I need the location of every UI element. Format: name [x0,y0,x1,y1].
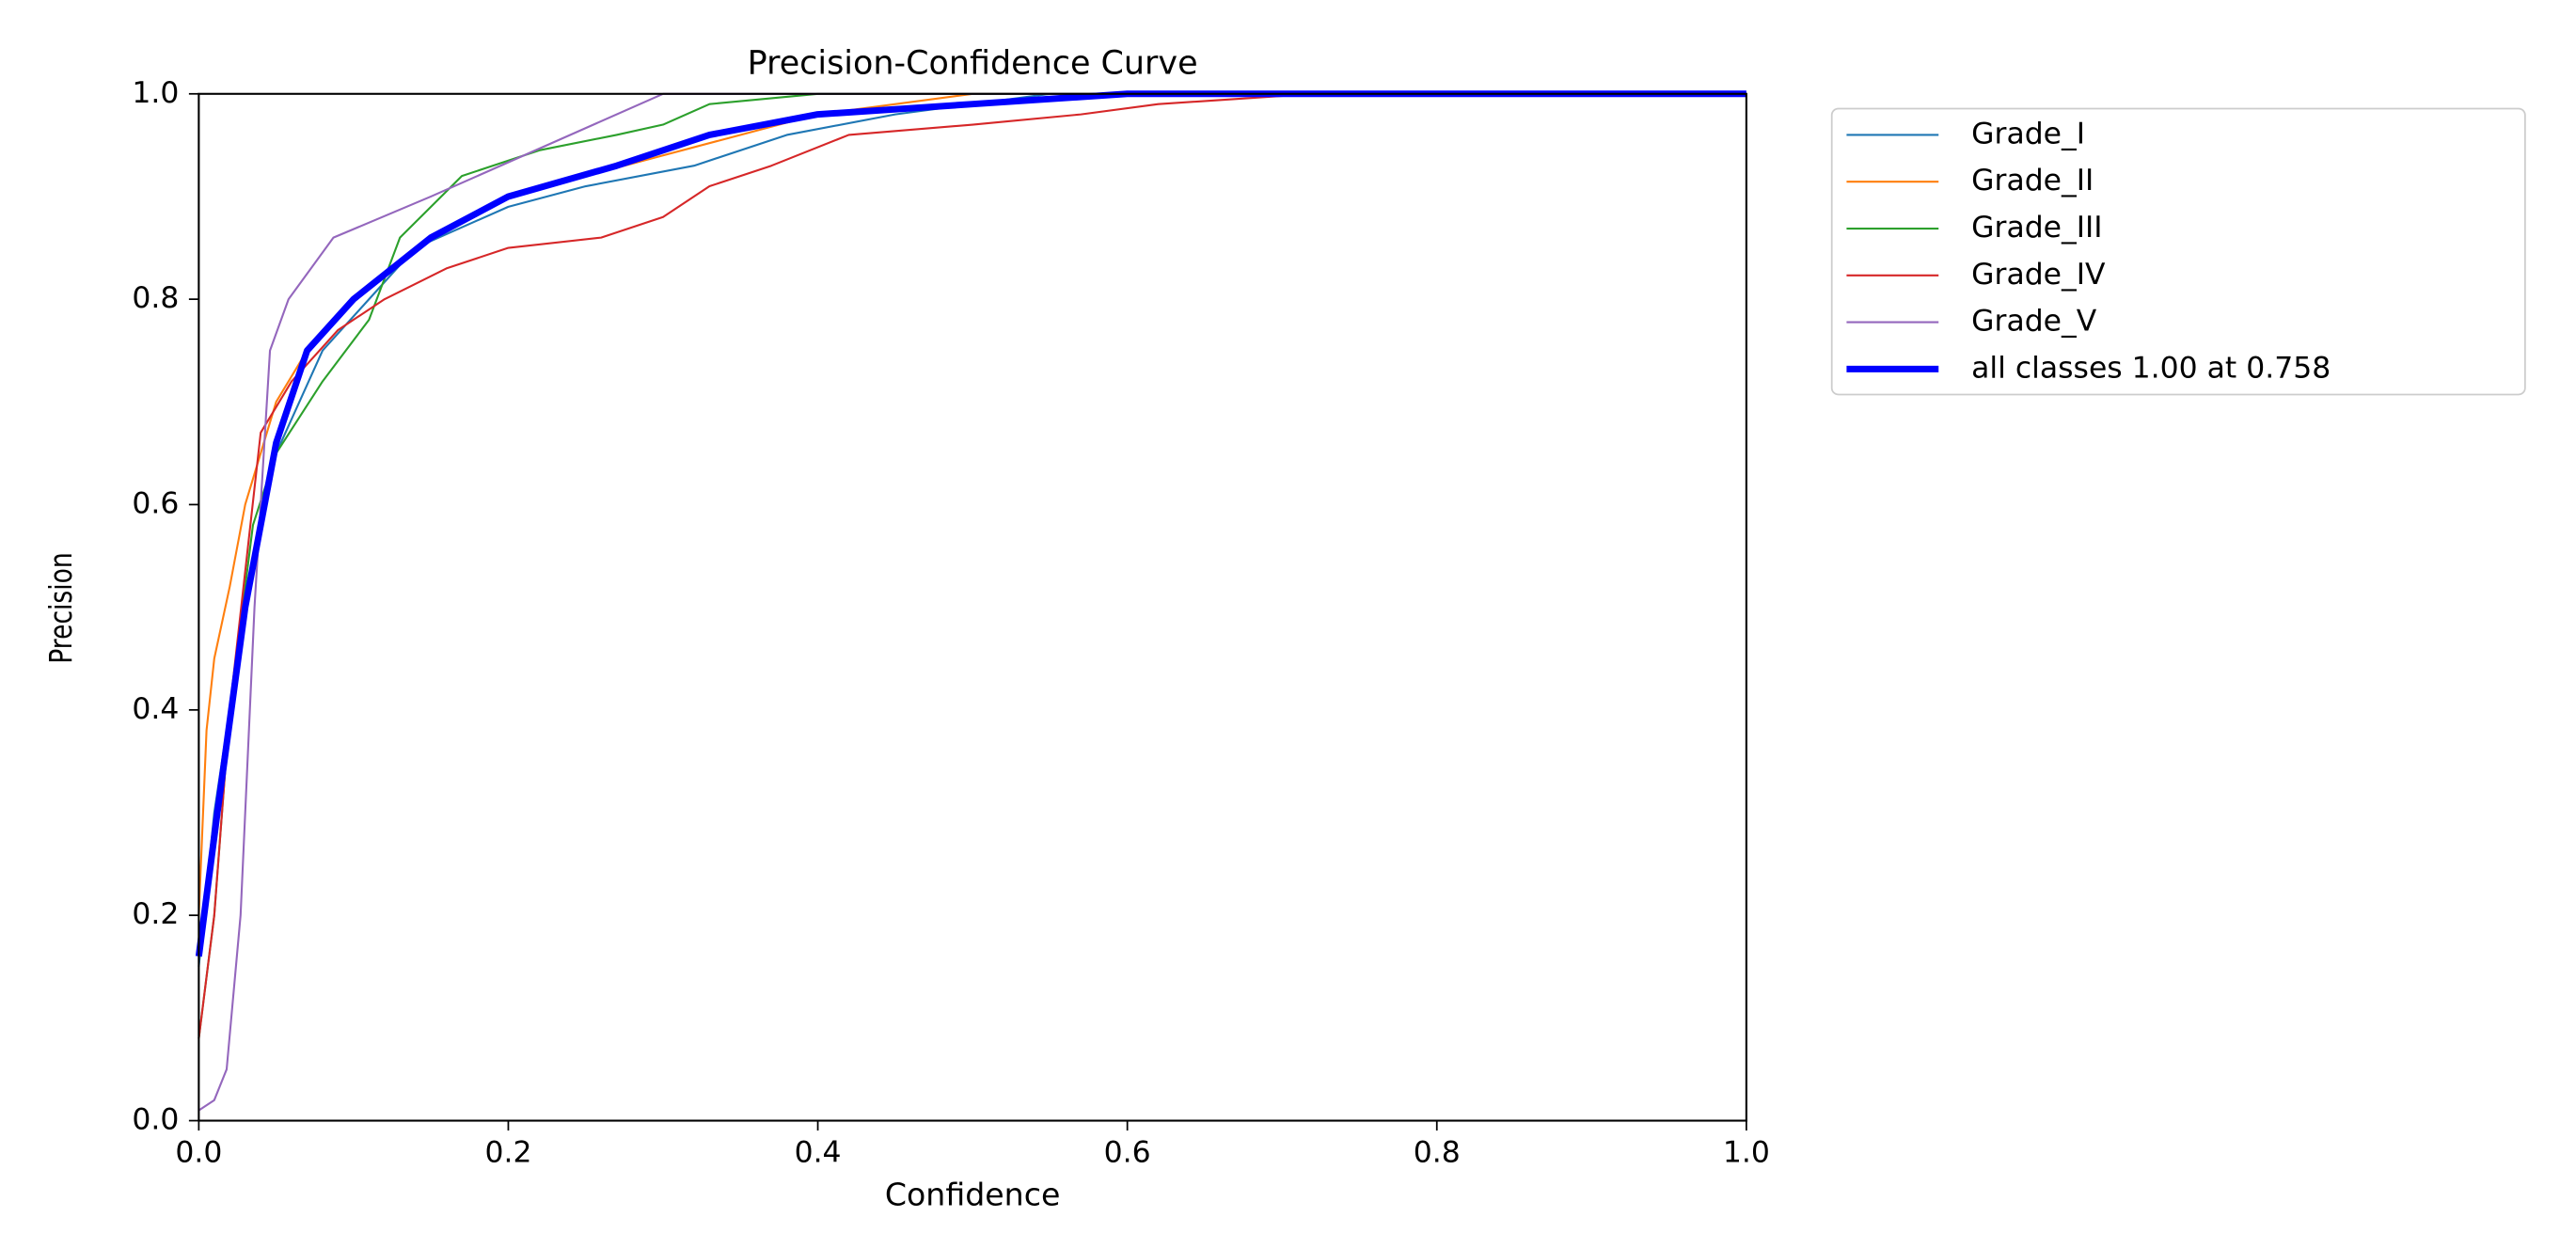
legend-label: all classes 1.00 at 0.758 [1971,351,2331,385]
series-line [198,92,1746,1039]
legend-label: Grade_II [1971,164,2094,198]
x-tick-label: 0.8 [1414,1135,1461,1169]
y-tick-label: 0.8 [132,281,179,315]
legend: Grade_I Grade_II Grade_III Grade_IV Grade_Va… [1830,107,2526,396]
y-tick-label: 0.2 [132,897,179,931]
x-tick-label: 1.0 [1723,1135,1770,1169]
legend-label: Grade_V [1971,305,2097,339]
x-tick-label: 0.2 [484,1135,531,1169]
x-tick-label: 0.0 [175,1135,222,1169]
x-axis-label: Confidence [885,1176,1061,1212]
y-axis-label: Precision [43,552,80,663]
series-line [198,92,1746,967]
legend-box [1830,107,2526,396]
y-tick-label: 0.6 [132,486,179,520]
x-tick-label: 0.4 [795,1135,842,1169]
plot-frame [198,92,1747,1122]
series-line [195,90,1746,957]
legend-label: Grade_IV [1971,258,2106,292]
legend-label: Grade_III [1971,211,2102,245]
series-line [198,92,1746,916]
x-tick-label: 0.6 [1104,1135,1151,1169]
y-tick-label: 1.0 [132,76,179,110]
y-tick-label: 0.4 [132,692,179,726]
y-tick-label: 0.0 [132,1103,179,1137]
legend-label: Grade_I [1971,117,2085,150]
series-line [198,92,1746,1112]
chart-title: Precision-Confidence Curve [748,44,1198,82]
